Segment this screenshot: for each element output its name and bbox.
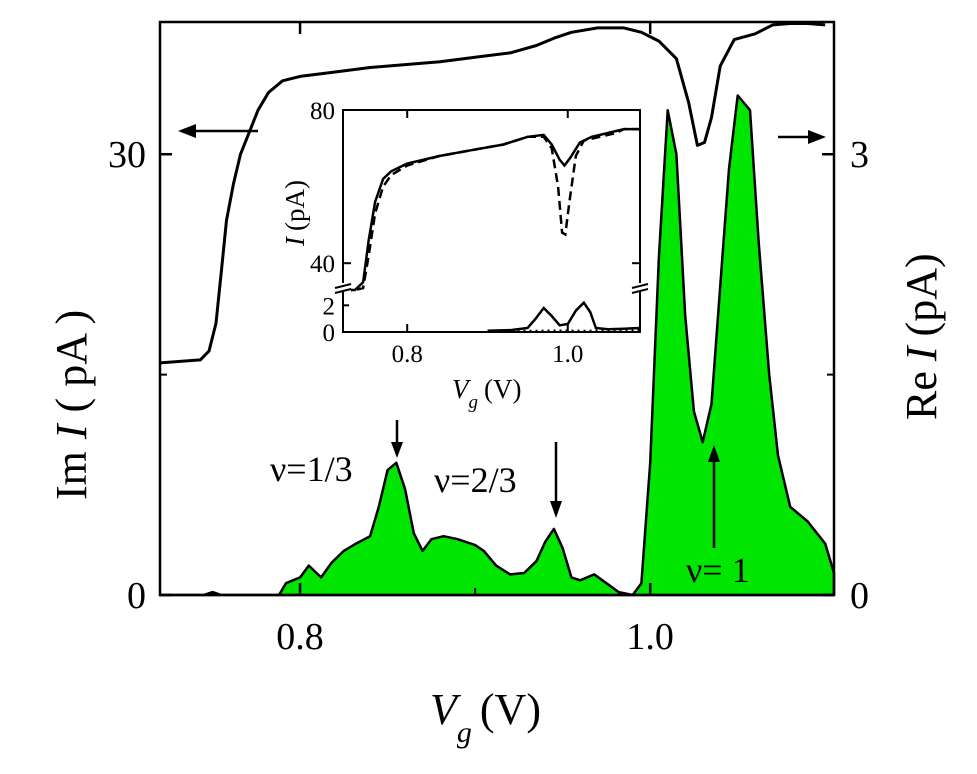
left-y-axis-title: Im I ( pA ) [47, 310, 96, 500]
left-y-symbol: I [47, 422, 96, 440]
inset-left-axis-break [334, 283, 352, 294]
inset-x-unit: (V) [484, 374, 521, 404]
annotation-nu-one-third: ν=1/3 [270, 449, 353, 489]
left-y-unit: ( pA ) [47, 310, 96, 413]
right-y-tick-label: 0 [850, 575, 869, 617]
left-axis-arrow [178, 124, 258, 138]
left-y-tick-label: 0 [127, 575, 146, 617]
inset-background [343, 110, 640, 332]
inset-y-tick-label-lower: 0 [323, 320, 336, 347]
inset-x-axis-title: Vg (V) [452, 374, 521, 413]
nu-two-thirds-arrow [550, 442, 562, 518]
main-ticks: 0.8 1.0 0 30 0 3 [108, 22, 869, 658]
inset-solid-line [343, 127, 640, 292]
left-y-tick-label: 30 [108, 134, 146, 176]
x-axis-title: Vg (V) [430, 685, 541, 749]
inset-y-axis-title: I (pA) [280, 180, 310, 247]
nu-one-arrow [708, 445, 720, 548]
right-y-symbol: I [897, 344, 946, 362]
inset-right-axis-break [631, 283, 649, 294]
right-y-tick-label: 3 [850, 134, 869, 176]
re-current-area [158, 94, 836, 597]
inset-ticks: 0.8 1.0 40 80 02 [310, 98, 640, 368]
left-y-prefix: Im [47, 451, 96, 500]
inset-frame [342, 109, 641, 333]
inset-x-subscript: g [469, 392, 479, 413]
x-axis-subscript: g [457, 716, 472, 749]
nu-one-third-arrow [391, 420, 403, 458]
right-axis-arrow [778, 130, 826, 144]
inset-y-tick-label: 40 [310, 251, 335, 278]
x-axis-unit: (V) [480, 685, 541, 734]
x-axis-symbol: V [430, 685, 462, 734]
right-y-axis-title: Re I (pA) [897, 253, 946, 420]
inset-y-tick-label-lower: 2 [323, 293, 336, 320]
right-y-prefix: Re [897, 371, 946, 420]
x-tick-label: 0.8 [276, 616, 324, 658]
inset-x-tick-label: 0.8 [392, 341, 423, 368]
right-y-unit: (pA) [897, 253, 946, 336]
inset-x-symbol: V [452, 374, 472, 404]
annotation-nu-one: ν= 1 [686, 550, 750, 590]
inset-y-unit: (pA) [280, 180, 310, 231]
inset-x-tick-label: 1.0 [552, 341, 583, 368]
annotation-nu-two-thirds: ν=2/3 [434, 460, 517, 500]
main-plot-frame [158, 20, 836, 597]
inset-y-tick-label: 80 [310, 98, 335, 125]
inset-chart: 0.8 1.0 40 80 02 I (pA) Vg (V) [280, 98, 649, 413]
x-tick-label: 1.0 [626, 616, 674, 658]
inset-y-symbol: I [280, 235, 310, 247]
im-current-line [159, 22, 826, 365]
